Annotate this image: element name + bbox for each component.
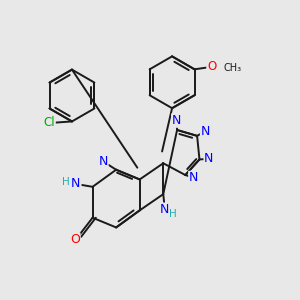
Text: N: N xyxy=(98,155,108,168)
Text: N: N xyxy=(189,172,198,184)
Text: O: O xyxy=(207,61,216,74)
Text: H: H xyxy=(169,209,177,219)
Text: Cl: Cl xyxy=(44,116,55,129)
Text: N: N xyxy=(71,177,80,190)
Text: CH₃: CH₃ xyxy=(224,63,242,74)
Text: N: N xyxy=(204,152,214,165)
Text: N: N xyxy=(201,125,210,138)
Text: N: N xyxy=(172,114,181,127)
Text: H: H xyxy=(61,176,69,187)
Text: O: O xyxy=(70,233,80,246)
Text: N: N xyxy=(160,203,169,216)
